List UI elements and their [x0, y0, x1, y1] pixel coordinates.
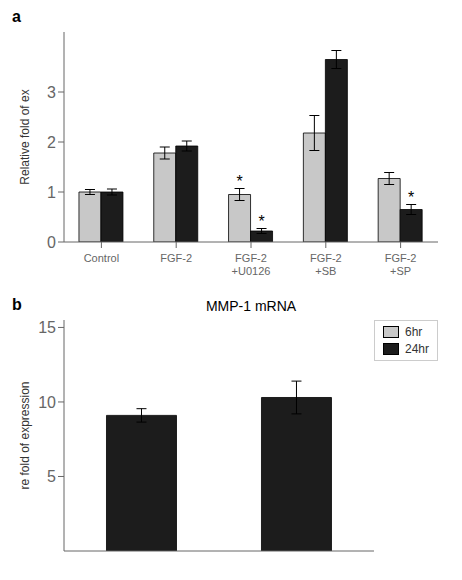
html-text:b: b: [12, 296, 22, 313]
svg-text:FGF-2: FGF-2: [160, 252, 192, 264]
svg-text:FGF-2+U0126: FGF-2+U0126: [232, 252, 271, 277]
svg-text:1: 1: [47, 184, 56, 201]
svg-text:Relative fold of ex: Relative fold of ex: [18, 89, 32, 184]
svg-text:0: 0: [47, 234, 56, 251]
svg-text:3: 3: [47, 84, 56, 101]
svg-text:Control: Control: [84, 252, 119, 264]
svg-text:FGF-2+SB: FGF-2+SB: [310, 252, 342, 277]
svg-text:10: 10: [38, 394, 56, 411]
html-text:MMP-1 mRNA: MMP-1 mRNA: [205, 298, 297, 314]
svg-text:FGF-2+SP: FGF-2+SP: [385, 252, 417, 277]
svg-text:15: 15: [38, 319, 56, 336]
html-text:a: a: [12, 8, 21, 25]
svg-text:*: *: [258, 213, 264, 230]
svg-text:2: 2: [47, 134, 56, 151]
svg-text:*: *: [408, 189, 414, 206]
html-text:6hr: 6hr: [405, 325, 423, 339]
svg-text:re fold of expression: re fold of expression: [18, 381, 32, 489]
svg-text:*: *: [236, 173, 242, 190]
svg-text:5: 5: [47, 468, 56, 485]
html-text:24hr: 24hr: [405, 342, 429, 356]
